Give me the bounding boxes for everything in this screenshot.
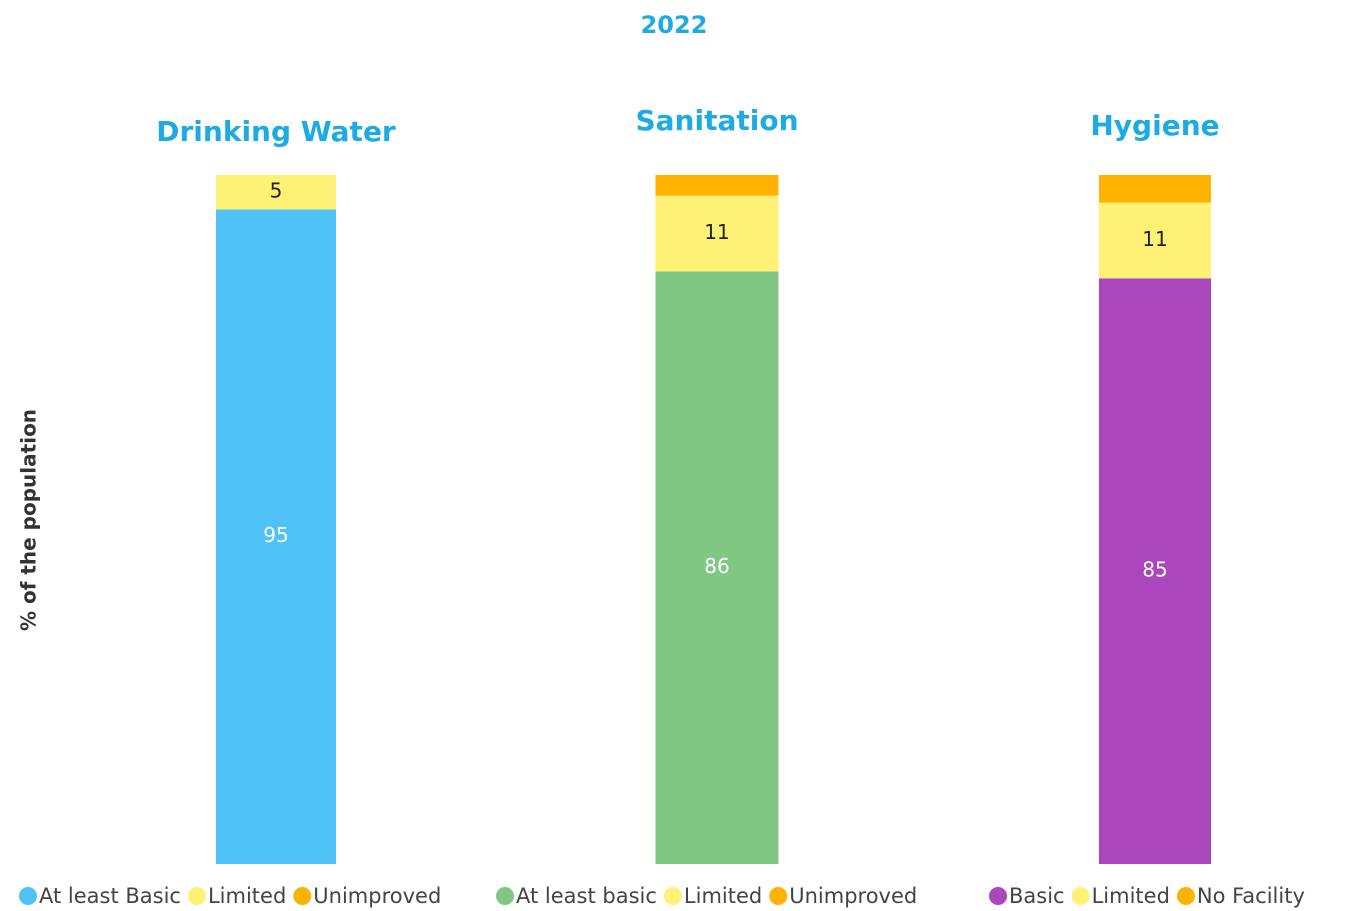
legend-marker — [1071, 887, 1090, 905]
legend-label: Unimproved — [789, 884, 917, 908]
legend-label: At least basic — [516, 884, 657, 908]
bar-segment — [216, 175, 336, 210]
legend-label: At least Basic — [39, 884, 181, 908]
bar-segment — [1099, 175, 1211, 203]
bar-segment — [655, 175, 779, 196]
legend-label: Limited — [684, 884, 762, 908]
page-title: 2022 — [641, 11, 708, 39]
data-label: 95 — [263, 523, 288, 547]
legend-label: No Facility — [1197, 884, 1305, 908]
bar-segment — [655, 195, 779, 272]
legend-marker — [293, 887, 312, 905]
legend-marker — [496, 887, 514, 905]
legend-marker — [19, 887, 37, 905]
data-label: 5 — [270, 179, 283, 203]
y-axis-label: % of the population — [17, 409, 41, 631]
legend-marker — [663, 887, 682, 905]
bar-segment — [1099, 202, 1211, 279]
legend-label: Limited — [208, 884, 286, 908]
legend-marker — [769, 887, 788, 905]
legend-label: Limited — [1092, 884, 1170, 908]
legend-marker — [187, 887, 206, 905]
data-label: 11 — [1142, 227, 1167, 251]
legend-label: Basic — [1009, 884, 1065, 908]
bar-segment — [655, 271, 779, 865]
data-label: 11 — [704, 220, 729, 244]
legend-label: Unimproved — [313, 884, 441, 908]
data-label: 86 — [704, 554, 729, 578]
data-label: 85 — [1142, 558, 1167, 582]
bar-segment — [1099, 278, 1211, 865]
panel-title: Drinking Water — [156, 115, 396, 148]
legend-marker — [989, 887, 1007, 905]
panel-title: Sanitation — [635, 104, 798, 137]
panel-title: Hygiene — [1090, 109, 1219, 142]
bar-segment — [216, 209, 336, 864]
legend-marker — [1176, 887, 1195, 905]
